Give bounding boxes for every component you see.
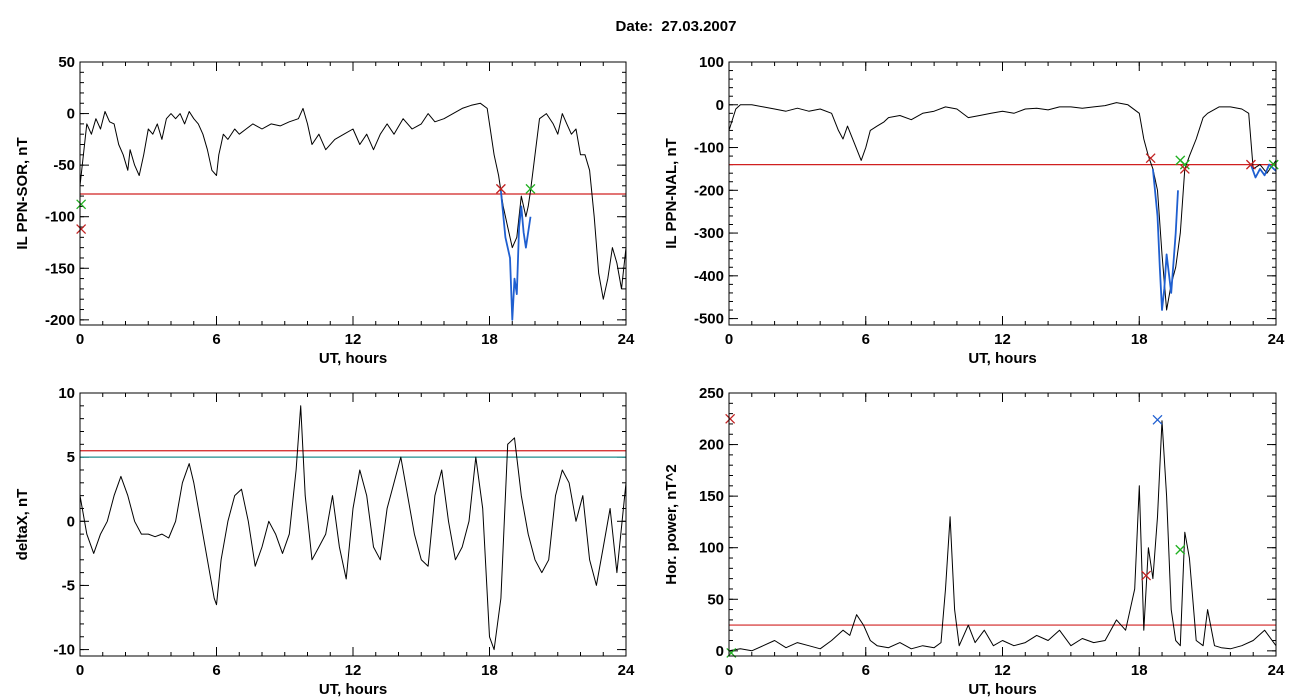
y-tick-label: -5 (62, 577, 75, 594)
plot-frame (728, 392, 1277, 657)
event-marker (1245, 159, 1256, 170)
y-tick-label: 0 (716, 97, 724, 114)
plot-area (80, 405, 626, 651)
x-tick-label: 6 (212, 331, 220, 348)
x-axis-label: UT, hours (968, 681, 1036, 698)
event-marker (525, 183, 536, 194)
event-marker (76, 199, 87, 210)
x-tick-label: 18 (1131, 331, 1148, 348)
y-tick-label: -150 (45, 260, 75, 277)
plot-frame (728, 61, 1277, 326)
y-tick-label: -200 (694, 182, 724, 199)
y-axis-label: Hor. power, nT^2 (663, 464, 680, 584)
x-tick-label: 6 (862, 331, 870, 348)
x-tick-label: 12 (345, 662, 362, 679)
event-marker (495, 183, 506, 194)
plot-frame (79, 392, 627, 657)
x-tick-label: 0 (76, 331, 84, 348)
y-tick-label: -300 (694, 225, 724, 242)
panel-power: 0 6 12 18 24 250 200 150 100 50 0 UT, hours Hor. pow… (663, 385, 1285, 698)
x-tick-label: 18 (1131, 662, 1148, 679)
event-marker (1141, 570, 1152, 581)
y-tick-label: 0 (67, 513, 75, 530)
y-tick-label: -100 (45, 209, 75, 226)
y-tick-label: 50 (707, 591, 724, 608)
y-tick-label: 200 (699, 437, 724, 454)
y-tick-label: 50 (58, 54, 75, 71)
x-tick-label: 24 (1268, 331, 1285, 348)
x-tick-label: 12 (994, 331, 1011, 348)
x-tick-label: 0 (76, 662, 84, 679)
y-tick-label: 150 (699, 488, 724, 505)
x-tick-label: 0 (725, 331, 733, 348)
y-tick-label: 10 (58, 385, 75, 402)
y-tick-label: 250 (699, 385, 724, 402)
series-line (500, 190, 532, 321)
x-tick-label: 0 (725, 662, 733, 679)
x-tick-label: 6 (212, 662, 220, 679)
y-tick-label: -10 (53, 642, 75, 659)
y-tick-label: -400 (694, 268, 724, 285)
y-tick-label: 0 (716, 643, 724, 660)
y-tick-label: -500 (694, 311, 724, 328)
series-line (729, 420, 1276, 652)
series-line (729, 102, 1276, 311)
x-tick-label: 24 (618, 662, 635, 679)
panel-sor: 0 6 12 18 24 50 0 -50 -100 -150 -200 UT, hours IL PP… (14, 54, 635, 367)
y-tick-label: 0 (67, 106, 75, 123)
series-line (1152, 168, 1179, 311)
x-tick-label: 18 (481, 662, 498, 679)
x-axis-label: UT, hours (968, 350, 1036, 367)
event-marker (725, 413, 736, 424)
plot-area (729, 102, 1276, 311)
series-line (1250, 163, 1276, 179)
plot-area (729, 420, 1276, 652)
series-line (80, 102, 626, 300)
y-tick-label: 5 (67, 449, 75, 466)
x-tick-label: 24 (1268, 662, 1285, 679)
page-title: Date: 27.03.2007 (615, 18, 737, 35)
y-tick-label: -100 (694, 140, 724, 157)
x-tick-label: 6 (862, 662, 870, 679)
y-tick-label: -50 (53, 157, 75, 174)
event-marker (1179, 159, 1190, 170)
y-axis-label: IL PPN-SOR, nT (14, 137, 31, 249)
plot-area (80, 102, 626, 321)
y-axis-label: IL PPN-NAL, nT (663, 138, 680, 249)
event-marker (76, 224, 87, 235)
y-tick-label: -200 (45, 312, 75, 329)
panel-deltax: 0 6 12 18 24 10 5 0 -5 -10 UT, hours deltaX, nT (14, 385, 635, 698)
plot-frame (79, 61, 627, 326)
x-tick-label: 24 (618, 331, 635, 348)
y-tick-label: 100 (699, 540, 724, 557)
panel-nal: 0 6 12 18 24 100 0 -100 -200 -300 -400 -500 UT, hour… (663, 54, 1285, 367)
event-marker (1152, 414, 1163, 425)
event-marker (1179, 163, 1190, 174)
event-marker (1268, 159, 1279, 170)
event-marker (1175, 544, 1186, 555)
series-line (80, 405, 626, 651)
x-tick-label: 12 (994, 662, 1011, 679)
x-axis-label: UT, hours (319, 350, 387, 367)
x-tick-label: 12 (345, 331, 362, 348)
y-axis-label: deltaX, nT (14, 489, 31, 561)
x-axis-label: UT, hours (319, 681, 387, 698)
y-tick-label: 100 (699, 54, 724, 71)
x-tick-label: 18 (481, 331, 498, 348)
event-marker (1145, 153, 1156, 164)
